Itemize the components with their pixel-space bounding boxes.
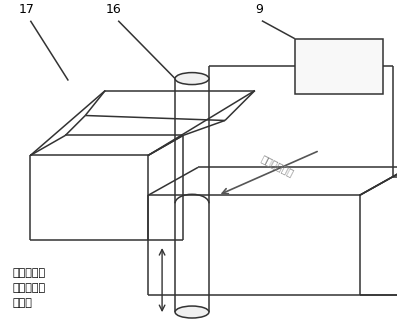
Text: ─: ─ — [313, 76, 320, 89]
Ellipse shape — [175, 73, 209, 85]
Ellipse shape — [175, 306, 209, 318]
Text: +: + — [351, 76, 362, 89]
Text: 16: 16 — [105, 3, 121, 16]
Text: 9: 9 — [255, 3, 263, 16]
Text: 17: 17 — [18, 3, 34, 16]
Text: 线电极大幅
值非对称轴
向振动: 线电极大幅 值非对称轴 向振动 — [12, 268, 46, 308]
Text: 工作进给方向: 工作进给方向 — [260, 153, 296, 178]
Bar — [295, 39, 383, 94]
